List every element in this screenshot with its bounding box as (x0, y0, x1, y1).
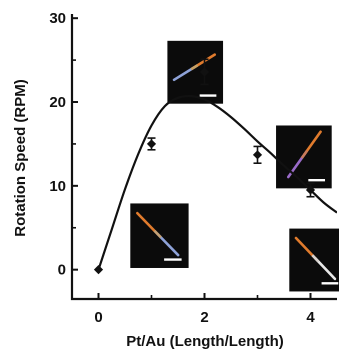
fit-curve-group (97, 94, 337, 271)
nanorod-junction (300, 150, 309, 159)
inset-image (130, 203, 189, 268)
axes (70, 14, 337, 301)
diamond-marker (146, 139, 157, 149)
diamond-marker (252, 150, 263, 160)
inset-background (167, 40, 224, 104)
data-point (199, 58, 210, 86)
y-tick-label: 10 (49, 178, 66, 195)
nanorod-junction (311, 254, 320, 263)
nanorod-segment (135, 211, 160, 236)
y-tick-label: 0 (58, 262, 66, 279)
data-point (305, 182, 316, 198)
diamond-marker (93, 265, 104, 275)
diamond-marker (199, 67, 210, 77)
y-axis-title: Rotation Speed (RPM) (12, 79, 29, 237)
data-point (252, 145, 263, 165)
inset-images (130, 40, 339, 292)
x-tick-label: 0 (94, 309, 102, 326)
diamond-marker (305, 185, 316, 195)
axis-frame (70, 14, 337, 301)
nanorod-segment (294, 236, 317, 260)
x-tick-label: 4 (306, 309, 315, 326)
nanorod-segment (156, 232, 180, 257)
y-axis-ticks: 0 10 20 30 (49, 10, 78, 279)
x-axis-ticks: 0 2 4 (94, 293, 315, 326)
data-point (93, 265, 104, 275)
inset-image (289, 228, 339, 292)
nanorod-segment (172, 65, 196, 82)
fit-curve (97, 94, 337, 271)
y-tick-label: 30 (49, 10, 66, 27)
inset-image (167, 40, 224, 104)
nanorod-segment (314, 257, 337, 281)
data-point (146, 137, 157, 151)
y-tick-label: 20 (49, 94, 66, 111)
nanorod-segment (303, 130, 322, 156)
x-axis-title: Pt/Au (Length/Length) (126, 333, 283, 350)
inset-image (276, 125, 332, 189)
data-points (93, 58, 316, 275)
nanorod-junction (190, 64, 199, 71)
nanorod-junction (153, 229, 162, 239)
x-tick-label: 2 (200, 309, 208, 326)
